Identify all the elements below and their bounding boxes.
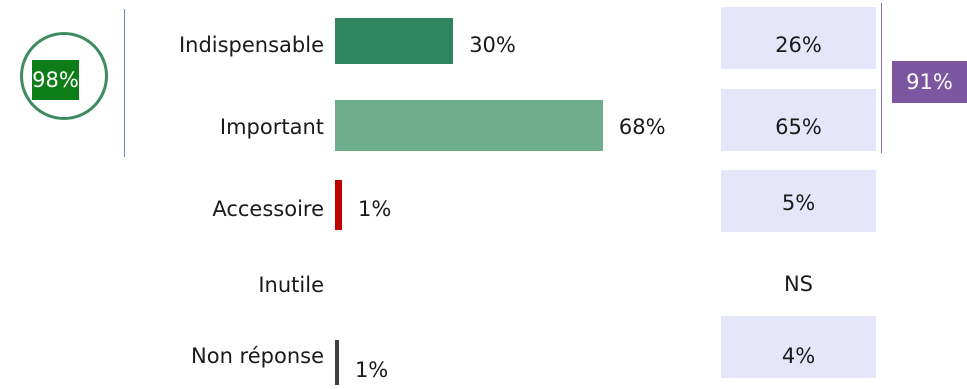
comparison-cell-accessoire bbox=[721, 170, 876, 232]
category-label-indispensable: Indispensable bbox=[178, 33, 324, 57]
bar-non-reponse bbox=[335, 340, 339, 385]
bar-accessoire bbox=[335, 180, 342, 230]
comparison-cell-important bbox=[721, 89, 876, 151]
right-bracket-line bbox=[881, 3, 882, 153]
comparison-value-important: 65% bbox=[775, 115, 822, 139]
comparison-value-indispensable: 26% bbox=[775, 33, 822, 57]
comparison-cell-non-reponse bbox=[721, 316, 876, 378]
category-label-non-reponse: Non réponse bbox=[191, 344, 324, 368]
bar-important bbox=[335, 100, 603, 151]
value-label-important: 68% bbox=[618, 115, 666, 139]
comparison-cell-indispensable bbox=[721, 7, 876, 69]
value-label-accessoire: 1% bbox=[358, 197, 392, 221]
comparison-value-non-reponse: 4% bbox=[781, 344, 816, 368]
left-summary-badge: 98% bbox=[32, 60, 79, 100]
summary-circle bbox=[20, 32, 108, 120]
comparison-value-accessoire: 5% bbox=[781, 191, 816, 215]
comparison-value-inutile: NS bbox=[783, 272, 814, 296]
category-label-accessoire: Accessoire bbox=[212, 197, 324, 221]
value-label-non-reponse: 1% bbox=[354, 358, 389, 382]
category-label-inutile: Inutile bbox=[258, 273, 324, 297]
right-summary-badge: 91% bbox=[892, 61, 967, 103]
bar-indispensable bbox=[335, 18, 454, 64]
value-label-indispensable: 30% bbox=[469, 33, 516, 57]
left-bracket-line bbox=[124, 9, 125, 157]
category-label-important: Important bbox=[219, 115, 324, 139]
